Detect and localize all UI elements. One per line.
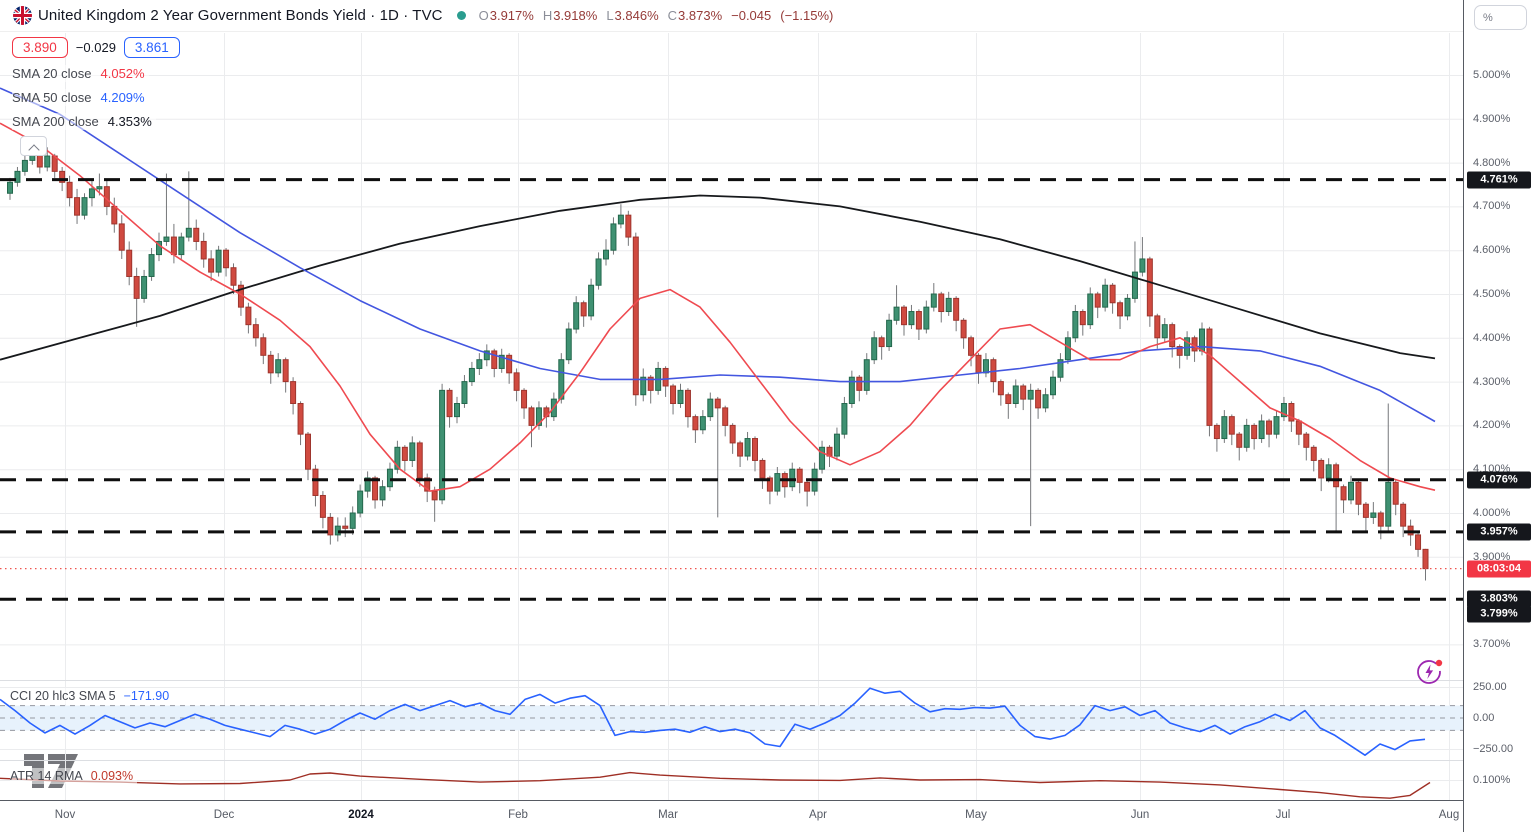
indicator-axis-tick: −250.00 xyxy=(1473,743,1514,755)
indicator-row-sma200[interactable]: SMA 200 close 4.353% xyxy=(12,113,156,130)
ohlc-segment: (−1.15%) xyxy=(780,8,834,23)
symbol-title[interactable]: United Kingdom 2 Year Government Bonds Y… xyxy=(38,7,443,24)
indicator-row-sma20[interactable]: SMA 20 close 4.052% xyxy=(12,65,149,82)
time-axis[interactable]: Nov Dec 2024 Feb Mar Apr May Jun Jul Aug xyxy=(0,800,1537,833)
indicator-label: SMA 20 close xyxy=(12,66,92,81)
ohlc-segment: C3.873% xyxy=(667,8,723,23)
time-axis-label: Apr xyxy=(809,809,827,821)
buy-price-button[interactable]: 3.861 xyxy=(123,37,180,58)
indicator-value: 4.353% xyxy=(107,114,152,129)
indicator-axis-tick: 0.00 xyxy=(1473,712,1495,724)
market-status-dot-icon[interactable] xyxy=(456,11,466,20)
chart-header: United Kingdom 2 Year Government Bonds Y… xyxy=(0,0,1463,32)
spread-value: −0.029 xyxy=(75,40,116,55)
time-axis-label: Nov xyxy=(54,809,76,821)
atr-value: 0.093% xyxy=(90,769,134,783)
atr-pane-legend[interactable]: ATR 14 RMA 0.093% xyxy=(10,768,138,784)
uk-flag-icon xyxy=(13,6,32,25)
time-axis-label: Mar xyxy=(658,809,678,821)
price-level-badge: 4.076% xyxy=(1467,471,1531,489)
price-unit-button[interactable]: % xyxy=(1474,5,1527,30)
price-level-badge: 3.799% xyxy=(1467,605,1531,623)
indicator-label: SMA 200 close xyxy=(12,114,99,129)
chevron-up-icon xyxy=(27,143,40,156)
price-chart-canvas[interactable] xyxy=(0,0,1463,800)
bar-countdown-badge: 08:03:04 xyxy=(1467,560,1531,578)
price-axis-tick: 5.000% xyxy=(1473,69,1511,81)
time-axis-label: 2024 xyxy=(348,809,374,821)
time-axis-label: May xyxy=(965,809,987,821)
price-axis-tick: 4.700% xyxy=(1473,200,1511,213)
time-axis-label: Dec xyxy=(213,809,235,821)
time-axis-label: Aug xyxy=(1438,809,1460,821)
indicator-axis-tick: 0.100% xyxy=(1473,774,1511,786)
indicator-label: SMA 50 close xyxy=(12,90,92,105)
price-axis-tick: 4.600% xyxy=(1473,244,1511,257)
time-axis-label: Feb xyxy=(508,809,528,821)
time-axis-label: Jun xyxy=(1130,809,1150,821)
ohlc-segment: −0.045 xyxy=(731,8,772,23)
price-axis-tick: 3.700% xyxy=(1473,638,1511,651)
price-level-badge: 3.803% xyxy=(1467,590,1531,608)
time-axis-label: Jul xyxy=(1275,809,1291,821)
ohlc-segment: O3.917% xyxy=(478,8,534,23)
ohlc-segment: H3.918% xyxy=(542,8,598,23)
instant-order-lightning-button[interactable] xyxy=(1415,656,1445,686)
price-axis[interactable]: % 5.000% 4.900% 4.800% 4.700% 4.600% 4.500% 4.… xyxy=(1463,0,1537,832)
indicator-value: 4.209% xyxy=(100,90,145,105)
ohlc-values: O3.917% H3.918% L3.846% C3.873% −0.045 (−1.15… xyxy=(479,8,834,23)
price-axis-tick: 4.500% xyxy=(1473,288,1511,300)
price-axis-tick: 4.200% xyxy=(1473,419,1511,432)
price-level-badge: 3.957% xyxy=(1467,523,1531,541)
cci-pane-legend[interactable]: CCI 20 hlc3 SMA 5 −171.90 xyxy=(10,688,174,704)
atr-label: ATR 14 RMA xyxy=(10,769,83,783)
bid-ask-row: 3.890 −0.029 3.861 xyxy=(12,37,180,58)
indicator-axis-tick: 250.00 xyxy=(1473,681,1507,693)
price-axis-tick: 4.800% xyxy=(1473,156,1511,169)
price-axis-tick: 4.300% xyxy=(1473,375,1511,388)
price-axis-tick: 4.400% xyxy=(1473,331,1511,344)
chart-legend: 3.890 −0.029 3.861 SMA 20 close 4.052% S… xyxy=(12,37,180,130)
indicator-value: 4.052% xyxy=(100,66,145,81)
lightning-bolt-icon xyxy=(1417,659,1443,684)
price-level-badge: 4.761% xyxy=(1467,171,1531,189)
indicator-row-sma50[interactable]: SMA 50 close 4.209% xyxy=(12,89,149,106)
price-axis-tick: 4.900% xyxy=(1473,112,1511,125)
collapse-legend-button[interactable] xyxy=(20,136,47,156)
price-axis-tick: 4.000% xyxy=(1473,507,1511,519)
cci-value: −171.90 xyxy=(123,689,170,703)
sell-price-button[interactable]: 3.890 xyxy=(12,37,68,58)
price-axis-tick: 3.900% xyxy=(1473,550,1511,563)
cci-label: CCI 20 hlc3 SMA 5 xyxy=(10,689,116,703)
ohlc-segment: L3.846% xyxy=(606,8,659,23)
